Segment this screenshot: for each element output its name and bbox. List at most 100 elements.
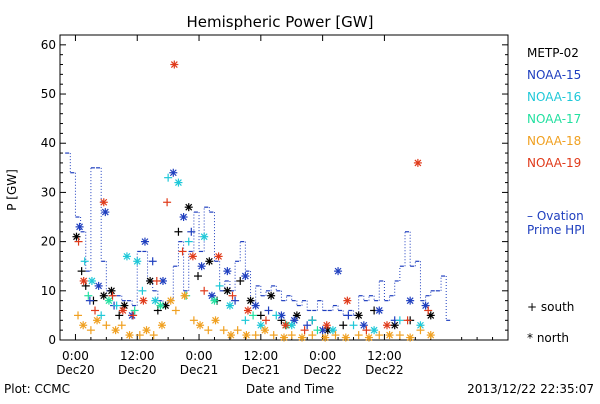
point-noaa-19-south <box>362 326 371 335</box>
legend-north: * north <box>527 331 569 345</box>
point-noaa-19-south <box>178 247 187 256</box>
marker-d2 <box>223 287 231 295</box>
legend-ovation-line2: Prime HPI <box>527 223 585 237</box>
point-noaa-18-south <box>395 331 404 340</box>
marker-d2 <box>323 321 331 329</box>
point-noaa-19-south <box>91 306 100 315</box>
x-tick-label-date: Dec20 <box>118 363 157 377</box>
marker-d2 <box>370 326 378 334</box>
marker-d2 <box>189 252 197 260</box>
point-noaa-18-south <box>331 331 340 340</box>
marker-d2 <box>406 297 414 305</box>
point-noaa-18-south <box>219 326 228 335</box>
point-noaa-19-north <box>79 276 88 285</box>
point-noaa-18-south <box>416 326 425 335</box>
legend-entry: NOAA-16 <box>527 90 581 104</box>
point-noaa-19-south <box>228 291 237 300</box>
marker-d2 <box>101 208 109 216</box>
x-tick-label-time: 12:00 <box>120 349 155 363</box>
point-noaa-15-north <box>223 267 232 276</box>
point-noaa-18-south <box>149 331 158 340</box>
point-noaa-18-south <box>102 321 111 330</box>
marker-d2 <box>175 179 182 187</box>
point-noaa-15-north <box>169 168 178 177</box>
marker-d2 <box>208 292 216 300</box>
point-metp-02-north <box>72 232 81 241</box>
point-noaa-19-north <box>382 321 391 330</box>
legend-entry: NOAA-19 <box>527 156 581 170</box>
point-noaa-16-south <box>241 316 250 325</box>
x-tick-label-time: 0:00 <box>309 349 336 363</box>
point-noaa-19-south <box>200 286 209 295</box>
legend-entry: METP-02 <box>527 46 579 60</box>
marker-d2 <box>159 277 167 285</box>
marker-d2 <box>133 257 141 265</box>
marker-d2 <box>162 302 169 309</box>
marker-d2 <box>196 321 204 329</box>
point-noaa-19-south <box>108 291 117 300</box>
point-noaa-15-north <box>251 301 260 310</box>
point-metp-02-south <box>115 311 124 320</box>
point-noaa-18-south <box>308 331 317 340</box>
marker-d2 <box>391 321 399 329</box>
point-noaa-18-south <box>204 326 213 335</box>
marker-d2 <box>80 277 88 285</box>
y-tick-label: 50 <box>41 87 56 101</box>
point-noaa-15-north <box>197 262 206 271</box>
point-noaa-18-south <box>375 331 384 340</box>
marker-d2 <box>185 203 193 211</box>
point-noaa-16-north <box>87 276 96 285</box>
marker-d2 <box>88 277 96 285</box>
marker-d2 <box>79 321 87 329</box>
point-noaa-19-north <box>139 296 148 305</box>
point-metp-02-south <box>339 321 348 330</box>
point-noaa-15-north <box>375 306 384 315</box>
point-noaa-18-north <box>180 291 189 300</box>
y-tick-label: 40 <box>41 136 56 150</box>
point-noaa-18-south <box>171 306 180 315</box>
point-noaa-15-north <box>101 208 110 217</box>
point-metp-02-south <box>194 272 203 281</box>
point-noaa-19-north <box>118 306 127 315</box>
point-noaa-16-north <box>200 232 209 241</box>
marker-d2 <box>123 252 131 260</box>
marker-d2 <box>334 267 342 275</box>
marker-d2 <box>200 233 208 241</box>
y-tick-label: 20 <box>41 235 56 249</box>
marker-d2 <box>146 277 154 285</box>
point-noaa-18-north <box>260 326 269 335</box>
point-noaa-16-north <box>133 257 142 266</box>
point-noaa-18-north <box>226 331 235 340</box>
marker-d2 <box>257 321 265 329</box>
point-noaa-18-north <box>406 333 415 342</box>
point-noaa-16-north <box>225 301 234 310</box>
point-noaa-16-south <box>349 321 358 330</box>
point-noaa-19-south <box>129 311 138 320</box>
point-metp-02-north <box>246 296 255 305</box>
point-noaa-19-north <box>99 198 108 207</box>
marker-d2 <box>386 331 393 339</box>
marker-d2 <box>252 302 260 309</box>
point-noaa-16-south <box>112 301 121 310</box>
marker-d2 <box>167 297 175 305</box>
point-noaa-18-south <box>233 326 242 335</box>
marker-d2 <box>169 169 177 177</box>
point-noaa-18-north <box>341 333 350 342</box>
y-tick-label: 10 <box>41 284 56 298</box>
x-tick-label-time: 12:00 <box>367 349 402 363</box>
footer-right: 2013/12/22 22:35:07 <box>467 382 594 396</box>
marker-d2 <box>343 297 351 305</box>
point-metp-02-north <box>223 286 232 295</box>
point-noaa-15-south <box>303 321 312 330</box>
point-noaa-18-north <box>125 331 134 340</box>
marker-d2 <box>100 198 108 206</box>
point-noaa-16-south <box>164 173 173 182</box>
marker-d2 <box>141 238 149 246</box>
marker-d2 <box>427 311 435 319</box>
marker-d2 <box>223 267 231 275</box>
point-noaa-16-south <box>308 316 317 325</box>
x-tick-label-time: 12:00 <box>244 349 279 363</box>
marker-d2 <box>108 287 115 295</box>
plot-frame <box>59 34 509 341</box>
point-noaa-17-south <box>249 311 258 320</box>
